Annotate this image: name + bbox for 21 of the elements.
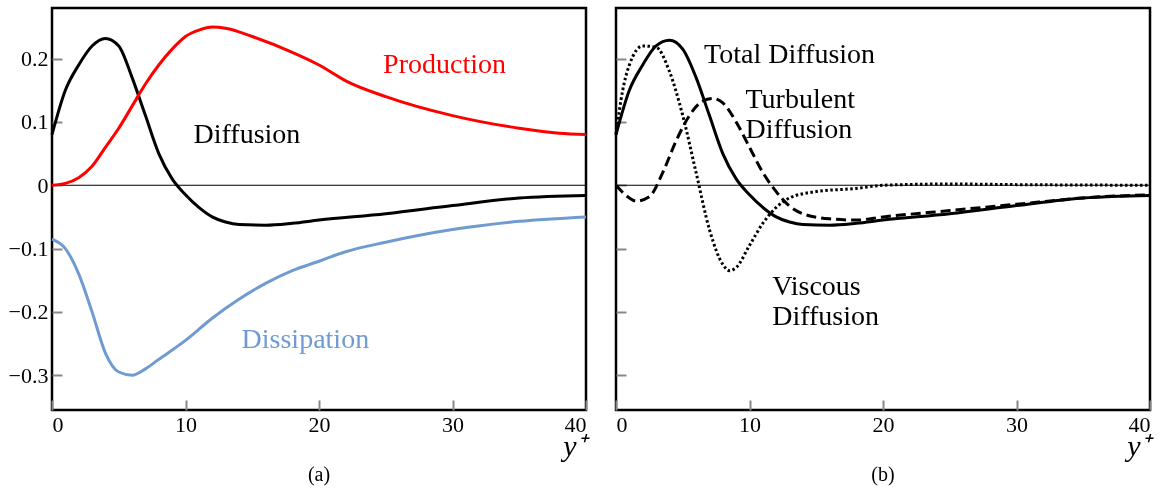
y-tick-label: 0.1 (21, 109, 49, 135)
x-tick-label: 0 (616, 411, 628, 437)
y-tick-label: 0.2 (21, 46, 49, 72)
y-tick-label: −0.1 (8, 236, 49, 262)
series-label: Diffusion (193, 117, 301, 149)
series-label: Viscous Diffusion (772, 269, 880, 331)
y-tick-label: 0 (37, 172, 49, 198)
x-tick-label: 20 (872, 411, 895, 437)
y-tick-label: −0.2 (8, 299, 49, 325)
series-label: Turbulent Diffusion (745, 82, 856, 144)
x-tick-label: 10 (739, 411, 761, 437)
y-tick-label: −0.3 (8, 362, 49, 388)
series-label: Total Diffusion (704, 38, 876, 70)
text: (a) (307, 463, 331, 486)
text: (b) (871, 463, 895, 486)
series-label: Dissipation (241, 323, 370, 355)
x-tick-label: 20 (308, 411, 331, 437)
series-label: Production (383, 47, 506, 79)
x-tick-label: 30 (442, 411, 464, 437)
x-tick-label: 30 (1006, 411, 1028, 437)
x-tick-label: 10 (175, 411, 197, 437)
